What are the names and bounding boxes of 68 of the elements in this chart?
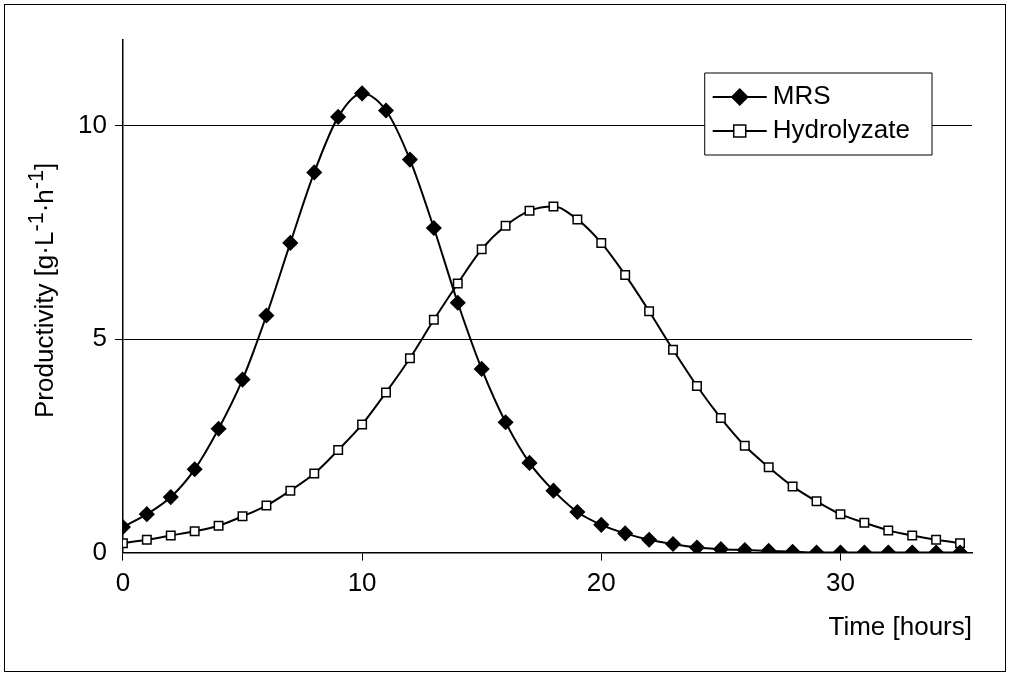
point bbox=[210, 420, 227, 437]
point bbox=[665, 536, 681, 552]
point bbox=[333, 445, 344, 456]
point bbox=[739, 440, 750, 451]
point bbox=[521, 455, 538, 471]
point bbox=[306, 164, 323, 181]
point bbox=[139, 506, 155, 522]
x-tick-label: 20 bbox=[586, 567, 616, 598]
point bbox=[282, 235, 299, 251]
point bbox=[644, 306, 655, 317]
point bbox=[186, 461, 203, 478]
point bbox=[497, 414, 514, 431]
point bbox=[426, 220, 442, 236]
point bbox=[596, 237, 607, 248]
y-tick-label: 0 bbox=[92, 535, 107, 566]
point bbox=[330, 109, 346, 125]
y-tick-label: 10 bbox=[78, 108, 107, 139]
x-axis-title: Time [hours] bbox=[828, 610, 972, 641]
point bbox=[213, 520, 224, 531]
point bbox=[402, 151, 418, 168]
point bbox=[309, 468, 320, 479]
point bbox=[357, 419, 368, 430]
point bbox=[545, 482, 562, 499]
point bbox=[641, 532, 657, 548]
point bbox=[476, 244, 487, 255]
point bbox=[261, 500, 272, 511]
x-tick-label: 30 bbox=[825, 567, 855, 598]
point bbox=[378, 102, 394, 119]
point bbox=[931, 534, 942, 545]
point bbox=[473, 361, 490, 377]
point bbox=[165, 530, 176, 541]
point bbox=[620, 269, 631, 280]
point bbox=[691, 381, 702, 391]
point bbox=[715, 413, 726, 424]
point bbox=[500, 220, 511, 231]
point bbox=[569, 504, 586, 520]
y-tick-label: 5 bbox=[92, 322, 107, 353]
point bbox=[452, 278, 463, 289]
point bbox=[907, 530, 918, 541]
point bbox=[689, 539, 705, 553]
point bbox=[258, 307, 275, 324]
legend-label: MRS bbox=[772, 80, 831, 111]
point bbox=[859, 517, 870, 528]
point bbox=[285, 485, 296, 496]
point bbox=[381, 387, 392, 398]
legend-label: Hydrolyzate bbox=[772, 114, 911, 145]
point bbox=[450, 294, 466, 311]
point bbox=[404, 353, 415, 364]
point bbox=[548, 201, 559, 212]
point bbox=[668, 344, 679, 355]
point bbox=[163, 489, 179, 505]
point bbox=[237, 511, 248, 522]
point bbox=[763, 462, 774, 473]
point bbox=[811, 496, 822, 507]
point bbox=[617, 525, 633, 542]
point bbox=[593, 517, 610, 533]
x-tick-label: 10 bbox=[347, 567, 377, 598]
x-tick-label: 0 bbox=[115, 567, 131, 598]
point bbox=[883, 525, 894, 536]
point bbox=[234, 371, 251, 388]
point bbox=[354, 85, 370, 102]
point bbox=[141, 534, 152, 545]
point bbox=[428, 314, 439, 325]
point bbox=[572, 214, 583, 225]
point bbox=[787, 481, 798, 492]
point bbox=[189, 526, 200, 537]
point bbox=[524, 205, 535, 216]
point bbox=[835, 509, 846, 520]
